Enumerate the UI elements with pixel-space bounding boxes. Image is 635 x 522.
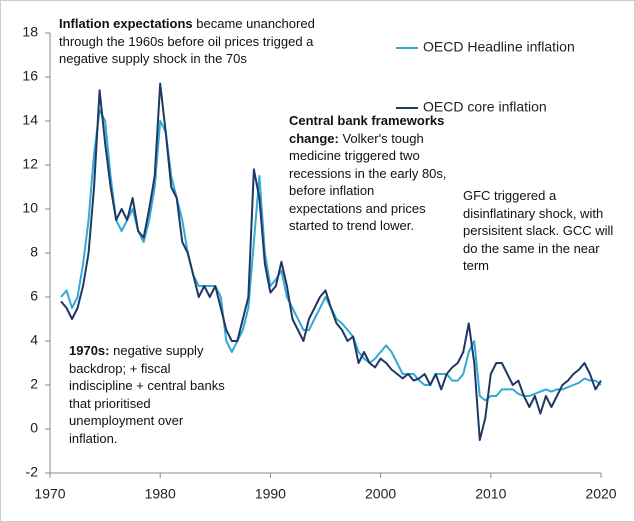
y-tick-label: 8 (30, 244, 38, 260)
x-tick-label: 2000 (365, 486, 396, 502)
annotation-bold: Inflation expectations (59, 16, 193, 31)
y-tick-label: 14 (22, 112, 38, 128)
y-tick-label: 16 (22, 68, 38, 84)
annotation: GFC triggered a disinflatinary shock, wi… (463, 187, 623, 275)
x-tick-label: 2010 (475, 486, 506, 502)
annotation-text: GFC triggered a disinflatinary shock, wi… (463, 188, 614, 273)
x-tick-label: 1980 (145, 486, 176, 502)
x-tick-label: 2020 (585, 486, 616, 502)
x-tick-label: 1990 (255, 486, 286, 502)
y-tick-label: 10 (22, 200, 38, 216)
series-line (60, 82, 602, 441)
annotation-text: Volker's tough medicine triggered two re… (289, 130, 447, 234)
y-tick-label: 0 (30, 420, 38, 436)
annotation: 1970s: negative supply backdrop; + fisca… (69, 342, 229, 447)
annotation-text: negative supply backdrop; + fiscal indis… (69, 343, 225, 446)
annotation-bold: Central bank frameworks change: (289, 113, 445, 146)
y-tick-label: 4 (30, 332, 38, 348)
y-tick-label: 2 (30, 376, 38, 392)
x-tick-label: 1970 (34, 486, 65, 502)
y-tick-label: 18 (22, 24, 38, 40)
y-tick-label: -2 (26, 464, 39, 480)
annotation: Inflation expectations became unanchored… (59, 15, 359, 68)
legend-label: OECD Headline inflation (423, 39, 575, 55)
y-tick-label: 6 (30, 288, 38, 304)
y-tick-label: 12 (22, 156, 38, 172)
annotation: Central bank frameworks change: Volker's… (289, 112, 449, 235)
annotation-bold: 1970s: (69, 343, 110, 358)
legend-label: OECD core inflation (423, 99, 547, 115)
annotation-text: became unanchored through the 1960s befo… (59, 16, 315, 66)
